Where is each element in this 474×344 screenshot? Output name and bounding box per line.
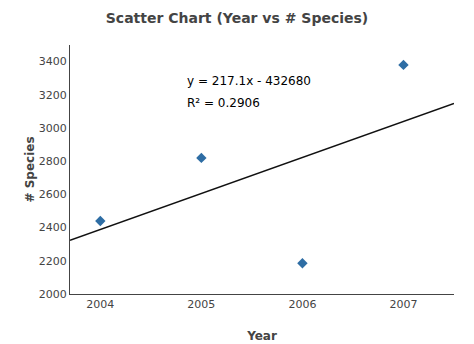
- svg-text:2800: 2800: [39, 155, 67, 168]
- svg-text:3400: 3400: [39, 55, 67, 68]
- svg-text:2007: 2007: [389, 298, 417, 311]
- svg-text:2006: 2006: [288, 298, 316, 311]
- svg-text:R² = 0.2906: R² = 0.2906: [187, 96, 260, 110]
- svg-text:2000: 2000: [39, 288, 67, 301]
- svg-text:2400: 2400: [39, 221, 67, 234]
- svg-text:2600: 2600: [39, 188, 67, 201]
- svg-text:3200: 3200: [39, 89, 67, 102]
- svg-text:# Species: # Species: [23, 136, 37, 202]
- svg-text:2005: 2005: [187, 298, 215, 311]
- svg-text:2004: 2004: [86, 298, 114, 311]
- svg-text:2200: 2200: [39, 255, 67, 268]
- svg-text:y = 217.1x - 432680: y = 217.1x - 432680: [187, 74, 311, 88]
- svg-text:Scatter Chart (Year vs # Speci: Scatter Chart (Year vs # Species): [106, 10, 368, 26]
- svg-text:3000: 3000: [39, 122, 67, 135]
- svg-text:Year: Year: [246, 329, 277, 343]
